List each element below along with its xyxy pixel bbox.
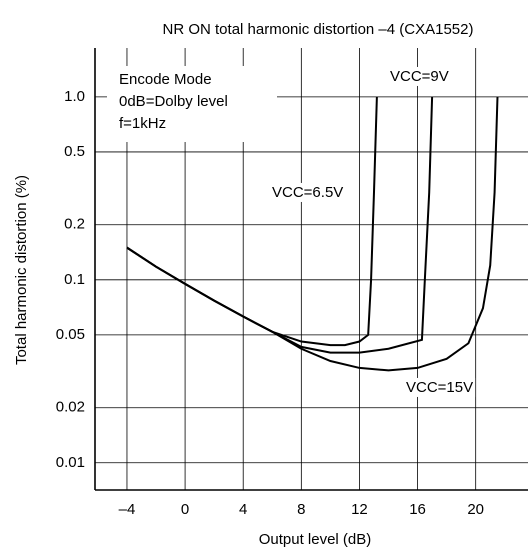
chart-title: NR ON total harmonic distortion –4 (CXA1… <box>163 21 474 38</box>
y-tick-label: 0.2 <box>64 216 85 233</box>
line-series <box>126 96 499 372</box>
annotation: Encode Mode <box>119 71 212 88</box>
x-axis-label: Output level (dB) <box>259 531 372 548</box>
series-label: VCC=9V <box>390 68 449 85</box>
x-tick-label: 0 <box>181 501 189 518</box>
series-label-bg <box>388 66 451 86</box>
series-label-bg <box>270 182 346 202</box>
x-tick-label: 16 <box>409 501 426 518</box>
x-tick-label: 8 <box>297 501 305 518</box>
series-label: VCC=15V <box>406 379 473 396</box>
y-tick-label: 0.5 <box>64 143 85 160</box>
y-tick-label: 0.1 <box>64 271 85 288</box>
annotation: 0dB=Dolby level <box>119 93 228 110</box>
y-tick-label: 1.0 <box>64 88 85 105</box>
x-tick-label: 12 <box>351 501 368 518</box>
y-tick-label: 0.01 <box>56 454 85 471</box>
y-tick-label: 0.05 <box>56 326 85 343</box>
annotation-box <box>107 66 277 142</box>
x-tick-label: –4 <box>119 501 136 518</box>
y-axis-label: Total harmonic distortion (%) <box>13 175 30 365</box>
x-tick-label: 20 <box>467 501 484 518</box>
annotation: f=1kHz <box>119 115 166 132</box>
y-tick-label: 0.02 <box>56 399 85 416</box>
x-tick-label: 4 <box>239 501 247 518</box>
series-label: VCC=6.5V <box>272 184 343 201</box>
series-label-bg <box>404 377 476 397</box>
